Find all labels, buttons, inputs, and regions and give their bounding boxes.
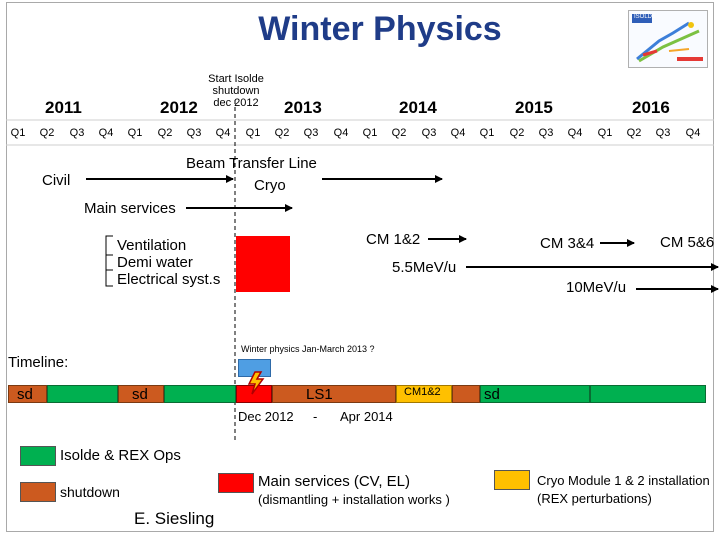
shutdown-note-line2: shutdown <box>212 85 260 97</box>
year-label: 2012 <box>160 98 198 117</box>
shutdown-segment <box>8 385 47 403</box>
services-list-bracket <box>105 235 113 287</box>
logo-brand-text: ISOLDE <box>634 14 657 20</box>
energy-55-label: 5.5MeV/u <box>392 259 457 276</box>
quarter-label: Q2 <box>274 127 290 139</box>
isolde-ops-segment <box>164 385 236 403</box>
legend-main-services-label: Main services (CV, EL) <box>258 473 410 490</box>
legend-main-services-swatch <box>218 473 254 493</box>
quarter-label: Q4 <box>215 127 231 139</box>
quarter-label: Q3 <box>655 127 671 139</box>
legend-shutdown-label: shutdown <box>60 484 120 500</box>
legend-isolde-ops-swatch <box>20 446 56 466</box>
energy-10-label: 10MeV/u <box>566 279 627 296</box>
cm56-label: CM 5&6 <box>660 234 715 251</box>
quarter-label: Q2 <box>509 127 525 139</box>
services-list: Ventilation Demi water Electrical syst.s <box>117 237 220 288</box>
winter-physics-note: Winter physics Jan-March 2013 ? <box>241 344 375 354</box>
quarter-label: Q1 <box>479 127 495 139</box>
quarter-label: Q4 <box>685 127 701 139</box>
cryo-module-segment <box>396 385 452 403</box>
isolde-ops-segment <box>47 385 118 403</box>
isolde-logo: ISOLDE <box>628 10 708 68</box>
quarter-label: Q1 <box>10 127 26 139</box>
shutdown-note-line3: dec 2012 <box>213 97 259 109</box>
isolde-logo-graphic <box>632 14 703 63</box>
legend-cryo-module-swatch <box>494 470 530 490</box>
year-label: 2011 <box>45 98 82 117</box>
quarter-label: Q4 <box>567 127 583 139</box>
main-services-label: Main services <box>84 200 176 217</box>
isolde-ops-segment <box>480 385 590 403</box>
year-label: 2016 <box>632 98 670 117</box>
page-title: Winter Physics <box>258 10 502 48</box>
quarter-label: Q2 <box>626 127 642 139</box>
timeline-sd-label: sd <box>17 386 33 403</box>
timeline-label: Timeline: <box>8 354 69 371</box>
legend-cryo-module-label: Cryo Module 1 & 2 installation <box>537 473 710 488</box>
isolde-ops-segment <box>590 385 706 403</box>
quarter-label: Q1 <box>597 127 613 139</box>
quarter-label: Q3 <box>186 127 202 139</box>
quarter-label: Q2 <box>39 127 55 139</box>
ventilation-label: Ventilation <box>117 237 187 254</box>
legend-shutdown-swatch <box>20 482 56 502</box>
shutdown-segment <box>118 385 164 403</box>
quarter-label: Q3 <box>538 127 554 139</box>
electrical-systems-label: Electrical syst.s <box>117 271 221 288</box>
quarter-label: Q2 <box>157 127 173 139</box>
legend-main-services-sublabel: (dismantling + installation works ) <box>258 492 450 507</box>
timeline-sd-label: sd <box>132 386 148 403</box>
legend-isolde-ops-label: Isolde & REX Ops <box>60 447 181 464</box>
lightning-icon-graphic <box>247 371 265 395</box>
year-label: 2015 <box>515 98 553 117</box>
year-label: 2014 <box>399 98 437 117</box>
beam-transfer-line-label: Beam Transfer Line <box>186 155 317 172</box>
cryo-label: Cryo <box>254 177 286 194</box>
timeline-ls1-label: LS1 <box>306 386 333 403</box>
quarter-label: Q1 <box>362 127 378 139</box>
timeline-date-end: Apr 2014 <box>340 409 393 424</box>
ls1-segment <box>272 385 396 403</box>
timeline-date-dash: - <box>313 409 318 424</box>
quarter-label: Q3 <box>303 127 319 139</box>
shutdown-segment <box>452 385 480 403</box>
author-label: E. Siesling <box>134 509 215 528</box>
demi-water-label: Demi water <box>117 254 193 271</box>
main-services-block <box>236 236 290 292</box>
quarter-label: Q3 <box>69 127 85 139</box>
quarter-label: Q1 <box>127 127 143 139</box>
timeline-sd-label: sd <box>484 386 500 403</box>
timeline-cm12-label: CM1&2 <box>404 386 441 398</box>
quarter-label: Q1 <box>245 127 261 139</box>
civil-label: Civil <box>42 172 71 189</box>
legend-cryo-module-sublabel: (REX perturbations) <box>537 491 652 506</box>
cm12-label: CM 1&2 <box>366 231 421 248</box>
cm34-label: CM 3&4 <box>540 235 595 252</box>
quarter-label: Q2 <box>391 127 407 139</box>
quarter-label: Q3 <box>421 127 437 139</box>
quarter-label: Q4 <box>450 127 466 139</box>
year-label: 2013 <box>284 98 322 117</box>
quarter-label: Q4 <box>333 127 349 139</box>
quarter-label: Q4 <box>98 127 114 139</box>
lightning-icon <box>246 371 266 395</box>
timeline-date-start: Dec 2012 <box>238 409 294 424</box>
shutdown-start-note: Start Isolde shutdown dec 2012 <box>206 73 266 109</box>
shutdown-note-line1: Start Isolde <box>208 73 264 85</box>
